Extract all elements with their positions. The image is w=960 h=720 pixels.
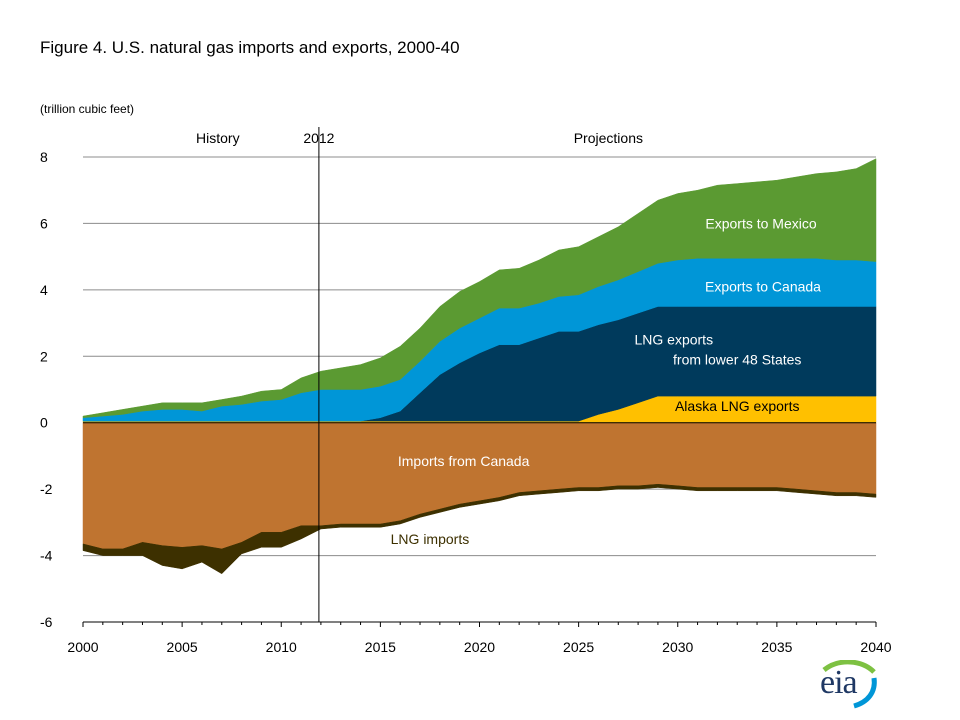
divider-year-label: 2012 xyxy=(303,130,334,146)
y-tick-label: -2 xyxy=(40,481,53,497)
y-axis-units: (trillion cubic feet) xyxy=(40,102,135,116)
band-label: Exports to Canada xyxy=(705,279,821,295)
x-tick-label: 2000 xyxy=(67,639,98,655)
eia-logo-text: eia xyxy=(820,664,858,701)
chart-title: Figure 4. U.S. natural gas imports and e… xyxy=(40,38,460,57)
band-label: Imports from Canada xyxy=(398,453,530,469)
x-tick-label: 2025 xyxy=(563,639,594,655)
y-tick-label: 0 xyxy=(40,415,48,431)
band-label: Exports to Mexico xyxy=(705,215,816,231)
y-tick-label: 2 xyxy=(40,348,48,364)
x-tick-label: 2010 xyxy=(266,639,297,655)
band-label: LNG exports xyxy=(634,332,713,348)
band-label: LNG imports xyxy=(391,531,470,547)
y-tick-label: 8 xyxy=(40,149,48,165)
y-tick-label: -4 xyxy=(40,548,53,564)
x-tick-label: 2040 xyxy=(860,639,891,655)
area-exports-to-mexico xyxy=(82,158,877,418)
band-labels: Exports to Mexico Exports to Canada LNG ex… xyxy=(391,215,822,547)
y-tick-label: 4 xyxy=(40,282,48,298)
x-tick-label: 2035 xyxy=(761,639,792,655)
area-lng-imports xyxy=(82,483,877,575)
eia-logo xyxy=(814,659,880,710)
band-label: Alaska LNG exports xyxy=(675,398,800,414)
x-tick-label: 2030 xyxy=(662,639,693,655)
x-tick-label: 2005 xyxy=(167,639,198,655)
x-tick-label: 2020 xyxy=(464,639,495,655)
projections-label: Projections xyxy=(574,130,643,146)
area-series xyxy=(82,158,877,575)
axes: 8 6 4 2 0 -2 -4 -6 2000 2005 2010 2015 2020 2025 2030 2… xyxy=(40,127,892,655)
band-label: from lower 48 States xyxy=(673,352,801,368)
history-label: History xyxy=(196,130,240,146)
area-imports-from-canada xyxy=(82,422,877,550)
y-tick-label: -6 xyxy=(40,614,53,630)
x-tick-label: 2015 xyxy=(365,639,396,655)
y-tick-label: 6 xyxy=(40,215,48,231)
